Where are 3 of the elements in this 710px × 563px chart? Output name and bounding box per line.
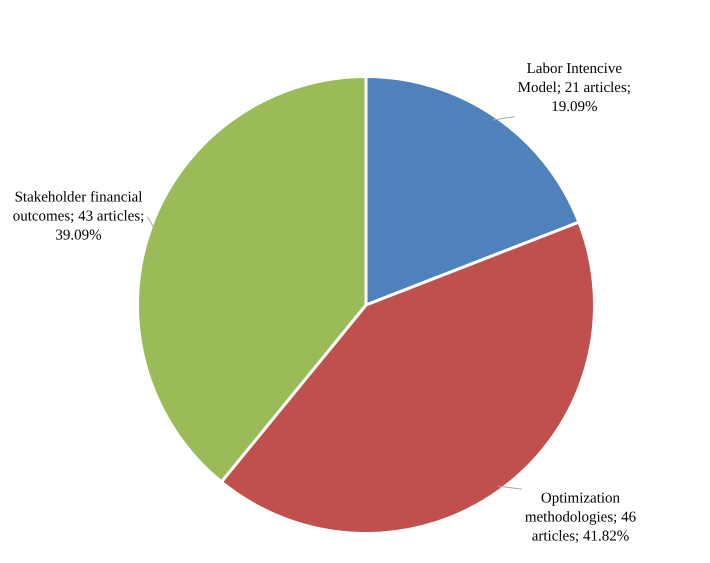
slice-label: Labor Intencive Model; 21 articles; 19.09% — [518, 61, 631, 116]
slice-label: Optimization methodologies; 46 articles; 41.82% — [524, 490, 637, 545]
slice-label: Stakeholder financial outcomes; 43 articles; 39.09% — [12, 190, 144, 244]
